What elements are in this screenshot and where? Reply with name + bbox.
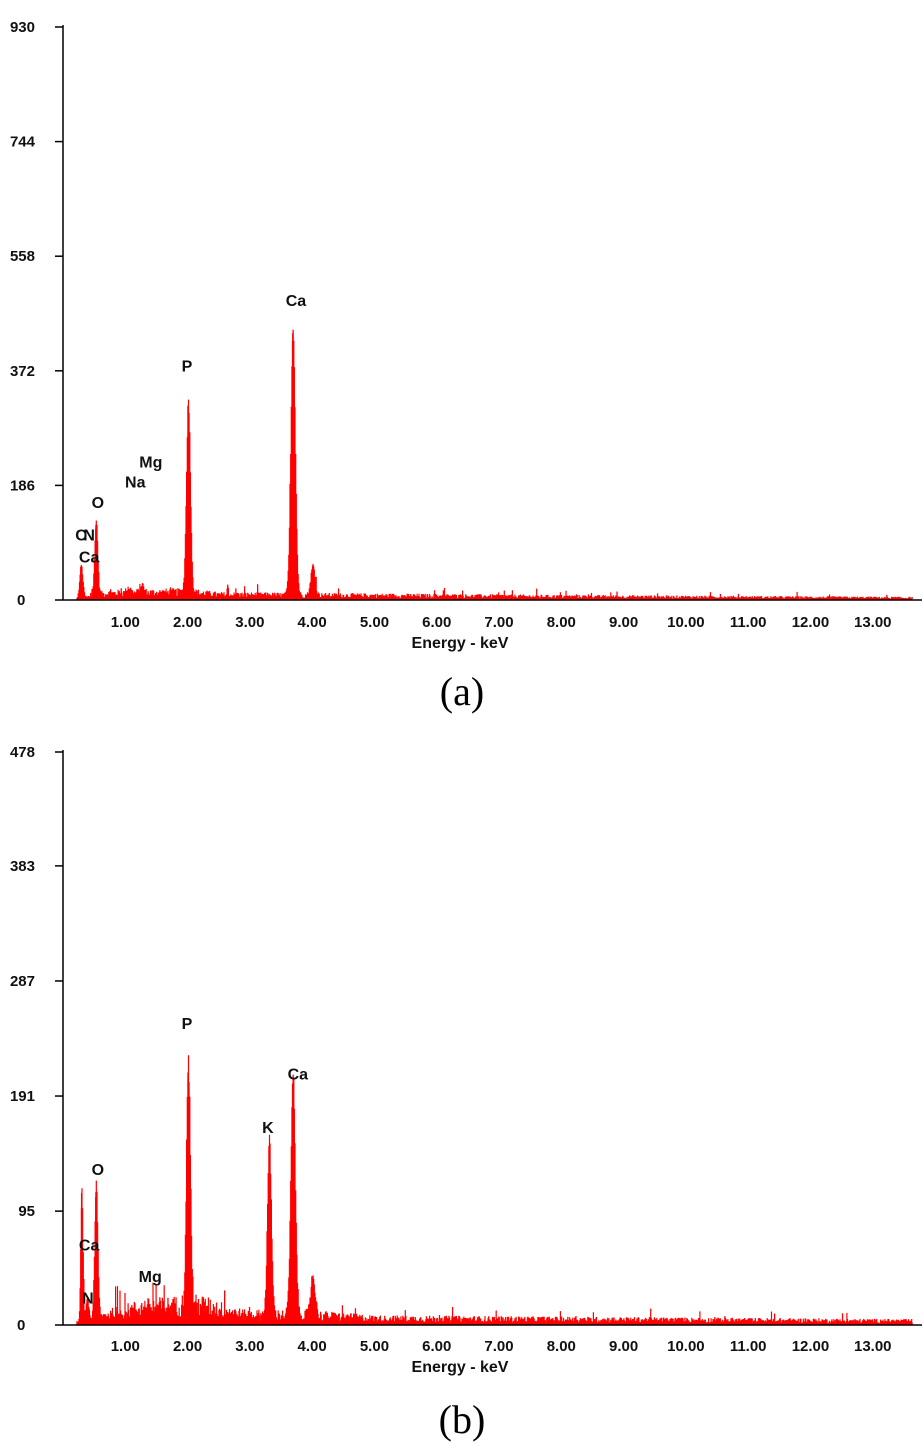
y-tick-label: 372 <box>10 363 35 380</box>
x-axis-title: Energy - keV <box>412 1359 509 1376</box>
x-tick-label: 12.00 <box>792 1338 830 1355</box>
x-tick-label: 9.00 <box>609 614 638 631</box>
peak-label: O <box>92 495 104 512</box>
x-tick-label: 7.00 <box>484 614 513 631</box>
x-tick-label: 5.00 <box>360 1338 389 1355</box>
y-tick-label: 0 <box>17 592 25 609</box>
y-tick-label: 478 <box>10 744 35 761</box>
peak-label: K <box>262 1120 274 1137</box>
x-tick-label: 13.00 <box>854 614 892 631</box>
peak-label: N <box>82 1290 94 1307</box>
y-tick-label: 930 <box>10 19 35 36</box>
x-tick-label: 6.00 <box>422 1338 451 1355</box>
x-axis-title: Energy - keV <box>412 635 509 652</box>
spectrum-a <box>72 329 913 601</box>
x-tick-label: 6.00 <box>422 614 451 631</box>
spectrum-b <box>72 1055 914 1326</box>
chart-b: 0 95 191 287 383 478 1.00 2.00 3.00 4.00 5.00 6.00 7… <box>10 744 922 1442</box>
x-tick-label: 4.00 <box>298 614 327 631</box>
x-tick-label: 11.00 <box>730 614 767 631</box>
y-tick-label: 0 <box>17 1317 25 1334</box>
y-tick-label: 383 <box>10 858 35 875</box>
y-tick-label: 191 <box>10 1088 35 1105</box>
x-tick-label: 3.00 <box>235 614 264 631</box>
panel-caption: (b) <box>439 1397 486 1442</box>
x-tick-label: 2.00 <box>173 1338 202 1355</box>
x-tick-label: 10.00 <box>667 1338 705 1355</box>
x-tick-label: 8.00 <box>547 614 576 631</box>
x-tick-label: 1.00 <box>111 1338 140 1355</box>
peak-label: C <box>75 528 87 545</box>
peak-label: Ca <box>286 293 307 310</box>
peak-label: O <box>92 1162 104 1179</box>
y-tick-label: 558 <box>10 248 35 265</box>
y-tick-label: 744 <box>10 134 36 151</box>
y-tick-label: 186 <box>10 477 35 494</box>
x-tick-label: 3.00 <box>235 1338 264 1355</box>
peak-label: Ca <box>288 1066 309 1083</box>
x-tick-label: 8.00 <box>547 1338 576 1355</box>
peak-label: Mg <box>139 1269 162 1286</box>
y-tick-label: 287 <box>10 973 35 990</box>
peak-label: N <box>83 528 95 545</box>
x-tick-label: 10.00 <box>667 614 705 631</box>
x-tick-label: 2.00 <box>173 614 202 631</box>
x-tick-label: 7.00 <box>484 1338 513 1355</box>
x-tick-label: 1.00 <box>111 614 140 631</box>
peak-label: Ca <box>79 1238 100 1255</box>
peak-label: P <box>182 358 193 375</box>
chart-a: 0 186 372 558 744 930 1.00 2.00 3.00 4.00 5.00 6.00… <box>10 19 922 714</box>
x-tick-label: 9.00 <box>609 1338 638 1355</box>
x-tick-label: 11.00 <box>730 1338 767 1355</box>
peak-label: P <box>182 1016 193 1033</box>
peak-label: Ca <box>79 549 100 566</box>
x-tick-label: 12.00 <box>792 614 830 631</box>
y-tick-label: 95 <box>18 1203 35 1220</box>
peak-label: Na <box>125 475 146 492</box>
x-tick-label: 13.00 <box>854 1338 892 1355</box>
x-tick-label: 5.00 <box>360 614 389 631</box>
peak-label: Mg <box>139 454 162 471</box>
x-tick-label: 4.00 <box>298 1338 327 1355</box>
panel-caption: (a) <box>440 669 484 714</box>
